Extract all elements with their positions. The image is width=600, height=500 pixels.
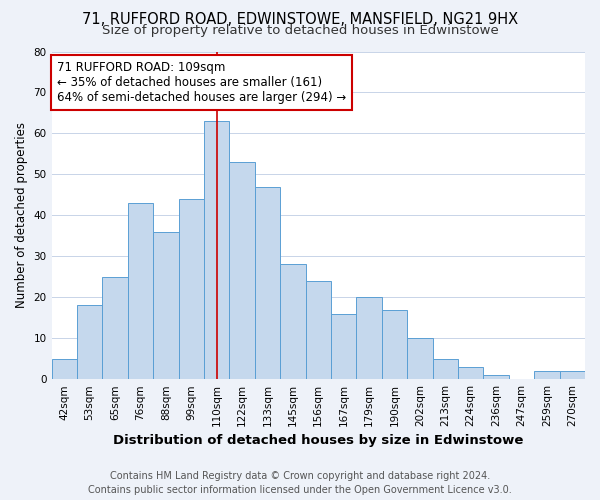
Bar (77, 306, 103, 379)
Bar (534, 371, 560, 379)
Y-axis label: Number of detached properties: Number of detached properties (15, 122, 28, 308)
Bar (229, 162, 255, 379)
Bar (128, 203, 153, 379)
Bar (382, 310, 407, 379)
Bar (103, 277, 128, 379)
X-axis label: Distribution of detached houses by size in Edwinstowe: Distribution of detached houses by size … (113, 434, 523, 448)
Text: Contains HM Land Registry data © Crown copyright and database right 2024.
Contai: Contains HM Land Registry data © Crown c… (88, 471, 512, 495)
Bar (204, 121, 229, 379)
Bar (458, 367, 484, 379)
Text: 71, RUFFORD ROAD, EDWINSTOWE, MANSFIELD, NG21 9HX: 71, RUFFORD ROAD, EDWINSTOWE, MANSFIELD,… (82, 12, 518, 28)
Bar (153, 232, 179, 379)
Bar (433, 358, 458, 379)
Bar (179, 199, 204, 379)
Bar (52, 358, 77, 379)
Bar (255, 186, 280, 379)
Bar (356, 298, 382, 379)
Bar (560, 371, 585, 379)
Text: 71 RUFFORD ROAD: 109sqm
← 35% of detached houses are smaller (161)
64% of semi-d: 71 RUFFORD ROAD: 109sqm ← 35% of detache… (57, 62, 346, 104)
Bar (407, 338, 433, 379)
Bar (331, 314, 356, 379)
Bar (280, 264, 305, 379)
Text: Size of property relative to detached houses in Edwinstowe: Size of property relative to detached ho… (101, 24, 499, 37)
Bar (484, 375, 509, 379)
Bar (305, 281, 331, 379)
